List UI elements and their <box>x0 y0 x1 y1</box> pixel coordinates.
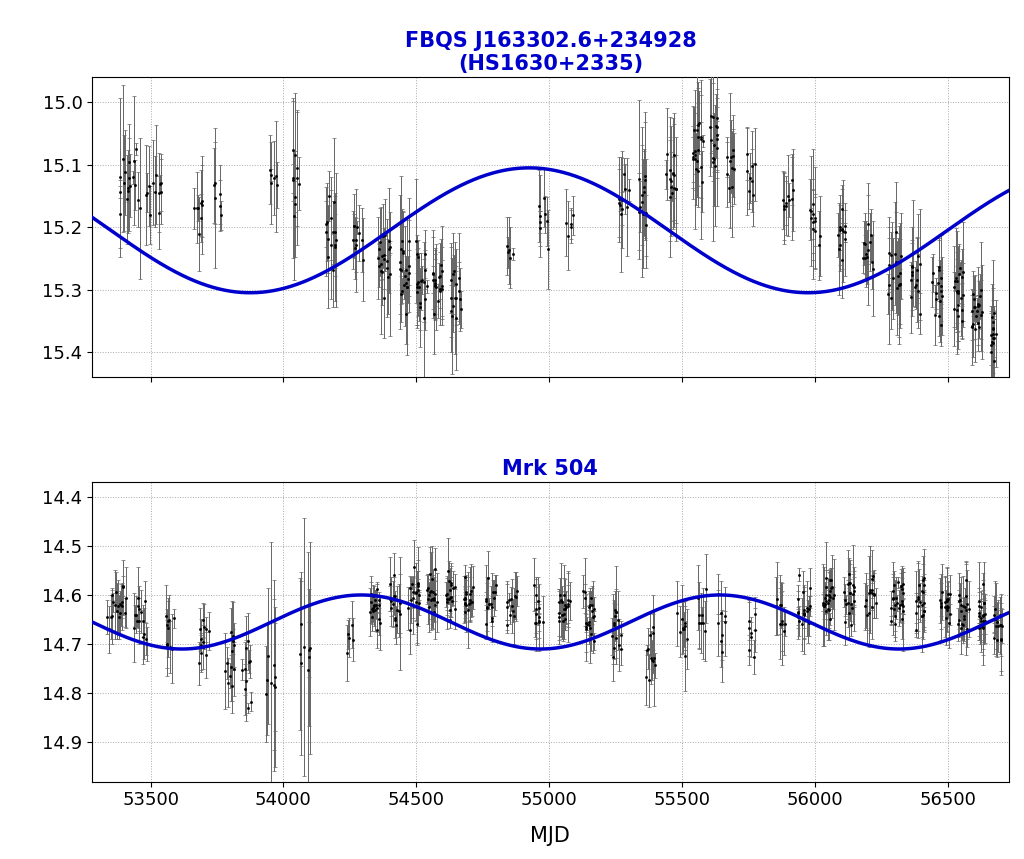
Text: MJD: MJD <box>530 826 569 846</box>
Title: FBQS J163302.6+234928
(HS1630+2335): FBQS J163302.6+234928 (HS1630+2335) <box>404 31 696 75</box>
Title: Mrk 504: Mrk 504 <box>503 459 598 479</box>
